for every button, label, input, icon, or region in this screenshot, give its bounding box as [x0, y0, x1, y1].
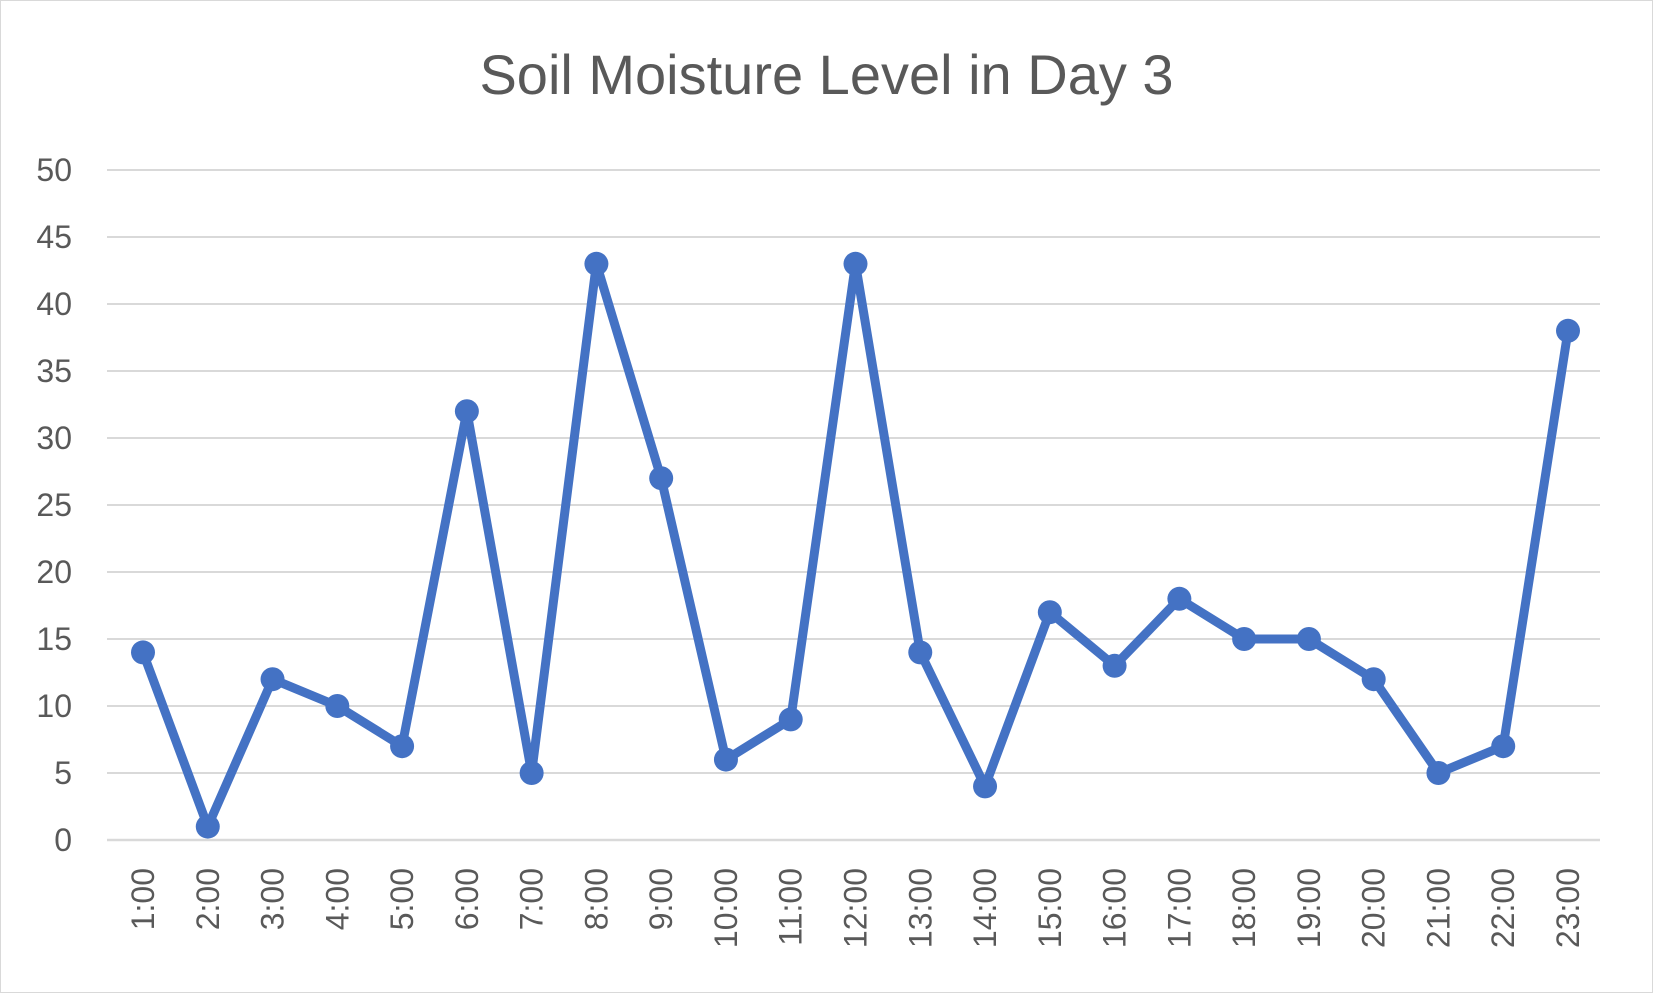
y-tick-label: 30	[36, 420, 72, 456]
x-tick-label: 14:00	[967, 868, 1003, 948]
data-point	[1102, 653, 1127, 678]
data-point	[454, 399, 479, 424]
y-tick-label: 40	[36, 286, 72, 322]
data-point	[1296, 627, 1321, 651]
data-point	[584, 251, 609, 276]
x-tick-label: 20:00	[1356, 868, 1392, 948]
data-point	[390, 734, 415, 759]
data-point	[908, 640, 933, 665]
data-point	[519, 761, 544, 785]
data-point	[1232, 627, 1257, 651]
x-tick-label: 5:00	[384, 868, 420, 930]
x-tick-label: 17:00	[1161, 868, 1197, 948]
x-tick-label: 3:00	[255, 868, 291, 930]
data-point	[778, 707, 803, 732]
x-tick-label: 18:00	[1226, 868, 1262, 948]
data-point	[325, 694, 350, 718]
x-tick-label: 6:00	[449, 868, 485, 930]
x-tick-label: 21:00	[1420, 868, 1456, 948]
data-point	[1361, 667, 1386, 692]
x-tick-label: 10:00	[708, 868, 744, 948]
series-layer	[131, 251, 1580, 839]
x-tick-label: 2:00	[190, 868, 226, 930]
data-point	[1491, 734, 1516, 759]
data-point	[843, 251, 868, 276]
y-axis-ticks: 0 5 10 15 20 25 30 35 40 45 50	[36, 152, 72, 858]
x-tick-label: 19:00	[1291, 868, 1327, 948]
data-point	[973, 774, 998, 799]
gridlines	[107, 169, 1600, 842]
data-point	[1167, 586, 1192, 611]
x-axis-ticks: 1:00 2:00 3:00 4:00 5:00 6:00 7:00 8:00 9:00 10:0…	[125, 868, 1586, 948]
series-line	[138, 259, 1573, 832]
data-point	[1556, 318, 1580, 343]
data-point	[195, 814, 220, 839]
data-point	[260, 667, 285, 692]
x-tick-label: 15:00	[1032, 868, 1068, 948]
y-tick-label: 5	[54, 755, 72, 791]
x-tick-label: 12:00	[838, 868, 874, 948]
data-point	[713, 747, 738, 772]
y-tick-label: 0	[54, 822, 72, 858]
x-tick-label: 11:00	[773, 868, 809, 946]
x-tick-label: 4:00	[319, 868, 355, 930]
data-point	[131, 640, 155, 665]
data-point	[649, 466, 674, 491]
y-tick-label: 10	[36, 688, 72, 724]
x-tick-label: 23:00	[1550, 868, 1586, 948]
x-tick-label: 22:00	[1485, 868, 1521, 948]
y-tick-label: 45	[36, 219, 72, 255]
y-tick-label: 35	[36, 353, 72, 389]
x-tick-label: 8:00	[578, 868, 614, 930]
y-tick-label: 15	[36, 621, 72, 657]
y-tick-label: 20	[36, 554, 72, 590]
y-tick-label: 50	[36, 152, 72, 188]
y-tick-label: 25	[36, 487, 72, 523]
x-tick-label: 1:00	[125, 868, 161, 930]
x-tick-label: 7:00	[514, 868, 550, 930]
x-tick-label: 9:00	[643, 868, 679, 930]
x-tick-label: 13:00	[902, 868, 938, 948]
data-point	[1037, 600, 1062, 625]
x-tick-label: 16:00	[1097, 868, 1133, 948]
data-point	[1426, 761, 1451, 785]
chart-title: Soil Moisture Level in Day 3	[479, 43, 1174, 106]
